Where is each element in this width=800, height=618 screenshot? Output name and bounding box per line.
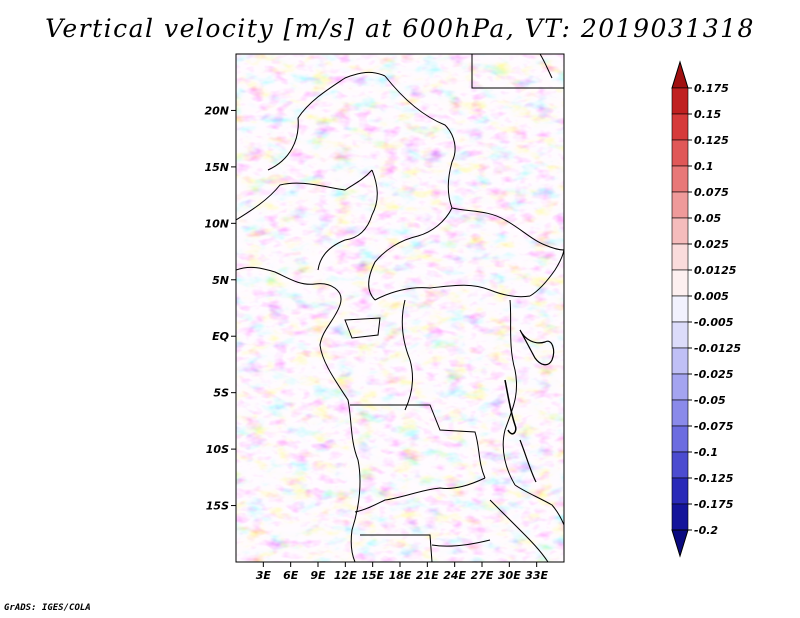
colorbar-label: -0.125 <box>694 472 734 485</box>
lat-tick-label: 5S <box>213 387 229 400</box>
colorbar-label: 0.0125 <box>694 264 737 277</box>
colorbar-segment <box>671 165 689 193</box>
colorbar-label: 0.1 <box>694 160 714 173</box>
colorbar-label: -0.2 <box>694 524 718 537</box>
colorbar-segment <box>671 295 689 323</box>
lon-tick-label: 6E <box>283 569 299 582</box>
colorbar-segment <box>671 399 689 427</box>
colorbar-segment <box>671 451 689 479</box>
lon-tick-label: 24E <box>443 569 466 582</box>
colorbar-labels: 0.175 0.15 0.125 0.1 0.075 0.05 0.025 0.0125 0.0… <box>688 82 741 537</box>
colorbar-max-triangle <box>671 60 689 89</box>
lon-tick-label: 21E <box>416 569 439 582</box>
map-panel <box>235 53 565 563</box>
lat-tick-label: 10N <box>204 217 229 230</box>
colorbar-segment <box>671 87 689 115</box>
grads-credit: GrADS: IGES/COLA <box>4 603 91 613</box>
lon-tick-label: 30E <box>498 569 521 582</box>
colorbar-segment <box>671 139 689 167</box>
lat-tick-label: EQ <box>212 330 229 343</box>
lat-tick-label: 10S <box>206 443 229 456</box>
colorbar-segment <box>671 321 689 349</box>
colorbar-label: 0.075 <box>694 186 729 199</box>
colorbar-label: 0.15 <box>694 108 721 121</box>
colorbar-label: -0.025 <box>694 368 734 381</box>
colorbar-label: 0.005 <box>694 290 729 303</box>
colorbar-segment <box>671 477 689 505</box>
colorbar <box>671 60 689 558</box>
colorbar-label: 0.125 <box>694 134 729 147</box>
colorbar-segment <box>671 373 689 401</box>
colorbar-segment <box>671 269 689 297</box>
lat-tick-label: 15S <box>206 500 229 513</box>
colorbar-label: -0.1 <box>694 446 718 459</box>
colorbar-segment <box>671 217 689 245</box>
lon-tick-label: 12E <box>334 569 357 582</box>
colorbar-label: 0.05 <box>694 212 721 225</box>
colorbar-segment <box>671 191 689 219</box>
longitude-axis: 3E 6E 9E 12E 15E 18E 21E 24E 27E 30E 33E <box>256 562 549 582</box>
lat-tick-label: 5N <box>212 274 229 287</box>
country-borders <box>236 54 564 562</box>
lon-tick-label: 15E <box>361 569 384 582</box>
vertical-velocity-field <box>236 54 564 562</box>
colorbar-segment <box>671 347 689 375</box>
lon-tick-label: 3E <box>256 569 272 582</box>
colorbar-label: -0.005 <box>694 316 734 329</box>
colorbar-label: -0.05 <box>694 394 726 407</box>
lon-tick-label: 33E <box>525 569 548 582</box>
lon-tick-label: 27E <box>471 569 494 582</box>
colorbar-min-triangle <box>671 529 689 558</box>
colorbar-segment <box>671 243 689 271</box>
colorbar-segment <box>671 113 689 141</box>
map-title: Vertical velocity [m/s] at 600hPa, VT: 2… <box>45 14 755 43</box>
colorbar-segment <box>671 503 689 531</box>
latitude-axis: 20N 15N 10N 5N EQ 5S 10S 15S <box>204 104 236 513</box>
lat-tick-label: 15N <box>204 161 229 174</box>
lon-tick-label: 9E <box>310 569 326 582</box>
colorbar-segment <box>671 425 689 453</box>
colorbar-label: -0.075 <box>694 420 734 433</box>
colorbar-label: 0.025 <box>694 238 729 251</box>
lon-tick-label: 18E <box>389 569 412 582</box>
lat-tick-label: 20N <box>204 104 229 117</box>
colorbar-label: -0.175 <box>694 498 734 511</box>
colorbar-label: -0.0125 <box>694 342 741 355</box>
colorbar-label: 0.175 <box>694 82 729 95</box>
